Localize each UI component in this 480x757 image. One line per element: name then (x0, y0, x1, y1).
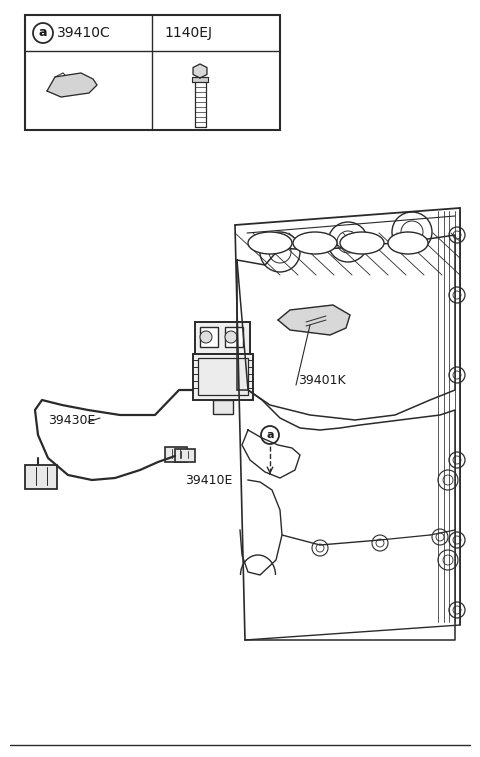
Circle shape (284, 317, 292, 325)
Text: 1140EJ: 1140EJ (164, 26, 212, 40)
Ellipse shape (388, 232, 428, 254)
Ellipse shape (248, 232, 292, 254)
Bar (200, 327, 218, 347)
Circle shape (260, 232, 300, 272)
Bar (225, 327, 243, 347)
Circle shape (316, 544, 324, 552)
Text: 39410E: 39410E (185, 473, 232, 487)
Circle shape (392, 212, 432, 252)
Circle shape (33, 23, 53, 43)
Text: 39401K: 39401K (298, 373, 346, 387)
Polygon shape (47, 73, 97, 97)
Circle shape (372, 535, 388, 551)
Text: 39430E: 39430E (48, 413, 96, 426)
Circle shape (453, 606, 461, 614)
Circle shape (436, 533, 444, 541)
Text: a: a (39, 26, 47, 39)
Bar (213, 400, 233, 414)
Circle shape (376, 539, 384, 547)
Circle shape (401, 221, 423, 243)
Bar (165, 447, 187, 462)
Text: 39410C: 39410C (57, 26, 111, 40)
Ellipse shape (293, 232, 337, 254)
Circle shape (443, 475, 453, 485)
Circle shape (438, 550, 458, 570)
Bar (175, 449, 195, 462)
Circle shape (432, 529, 448, 545)
Bar (192, 77, 208, 82)
Bar (198, 358, 248, 395)
Polygon shape (193, 64, 207, 78)
Circle shape (438, 470, 458, 490)
Circle shape (453, 371, 461, 379)
Circle shape (453, 291, 461, 299)
Circle shape (312, 540, 328, 556)
Circle shape (261, 426, 279, 444)
Text: a: a (266, 430, 274, 440)
Circle shape (225, 331, 237, 343)
Circle shape (453, 456, 461, 464)
Circle shape (449, 287, 465, 303)
Circle shape (337, 231, 359, 253)
Ellipse shape (340, 232, 384, 254)
Bar (25, 15, 280, 130)
Circle shape (453, 231, 461, 239)
Circle shape (200, 331, 212, 343)
Bar (195, 322, 250, 354)
Circle shape (68, 80, 78, 90)
Bar (25, 465, 57, 489)
Circle shape (269, 241, 291, 263)
Circle shape (449, 367, 465, 383)
Circle shape (449, 227, 465, 243)
Circle shape (449, 452, 465, 468)
Circle shape (443, 555, 453, 565)
Circle shape (449, 532, 465, 548)
Circle shape (449, 602, 465, 618)
Circle shape (333, 313, 343, 323)
Circle shape (453, 536, 461, 544)
Bar (193, 354, 253, 400)
Polygon shape (278, 305, 350, 335)
Circle shape (328, 222, 368, 262)
